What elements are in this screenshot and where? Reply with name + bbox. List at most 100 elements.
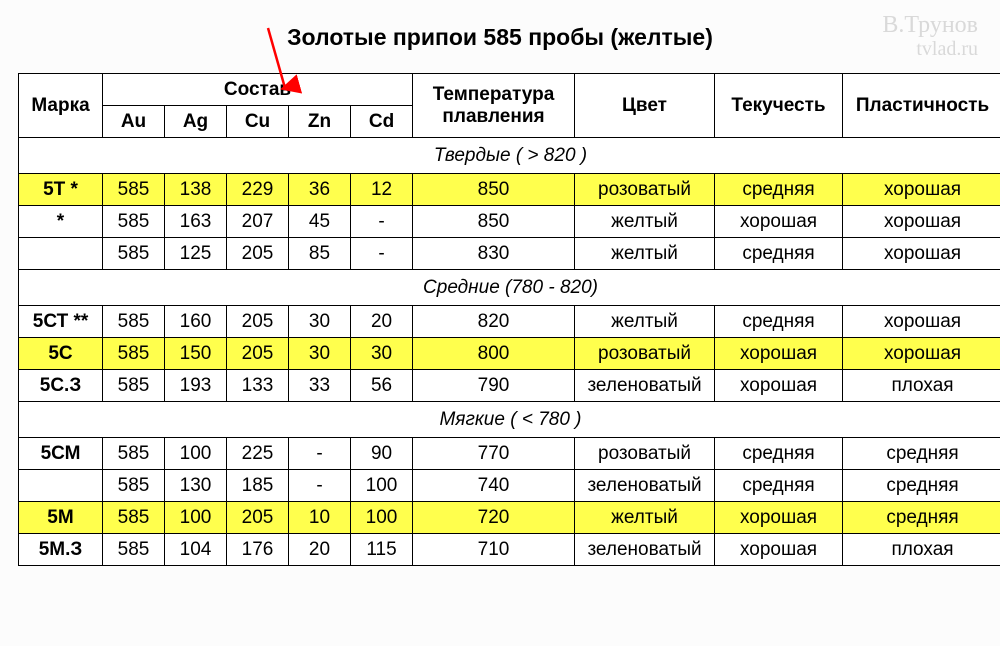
cell-cu: 185 [227,470,289,502]
table-row: * 585 163 207 45 - 850 желтый хорошая хо… [19,206,1000,238]
cell-au: 585 [103,370,165,402]
col-composition: Состав [103,74,413,106]
cell-mark: 5С [19,338,103,370]
cell-ag: 104 [165,534,227,566]
cell-cd: - [351,206,413,238]
cell-cu: 205 [227,502,289,534]
cell-cd: 115 [351,534,413,566]
table-row: 585 125 205 85 - 830 желтый средняя хоро… [19,238,1000,270]
cell-zn: 10 [289,502,351,534]
cell-flow: средняя [715,438,843,470]
cell-cd: 56 [351,370,413,402]
cell-au: 585 [103,338,165,370]
cell-flow: средняя [715,470,843,502]
cell-plast: хорошая [843,206,1000,238]
header-row-1: Марка Состав Температура плавления Цвет … [19,74,1000,106]
cell-color: желтый [575,206,715,238]
cell-plast: плохая [843,370,1000,402]
cell-cu: 205 [227,306,289,338]
cell-plast: средняя [843,470,1000,502]
cell-flow: хорошая [715,338,843,370]
col-cd: Cd [351,106,413,138]
cell-mark: 5М [19,502,103,534]
cell-au: 585 [103,470,165,502]
cell-flow: хорошая [715,534,843,566]
cell-cu: 133 [227,370,289,402]
cell-mark [19,470,103,502]
cell-plast: хорошая [843,238,1000,270]
cell-ag: 138 [165,174,227,206]
cell-plast: средняя [843,438,1000,470]
cell-mark: 5СМ [19,438,103,470]
cell-plast: хорошая [843,174,1000,206]
cell-cd: 90 [351,438,413,470]
cell-color: желтый [575,306,715,338]
cell-flow: хорошая [715,502,843,534]
cell-temp: 740 [413,470,575,502]
cell-mark: * [19,206,103,238]
table-row: 585 130 185 - 100 740 зеленоватый средня… [19,470,1000,502]
cell-temp: 710 [413,534,575,566]
cell-temp: 720 [413,502,575,534]
cell-au: 585 [103,502,165,534]
section-soft: Мягкие ( < 780 ) [19,402,1000,438]
cell-temp: 770 [413,438,575,470]
cell-color: желтый [575,238,715,270]
cell-plast: хорошая [843,338,1000,370]
cell-cd: 20 [351,306,413,338]
cell-au: 585 [103,534,165,566]
cell-temp: 790 [413,370,575,402]
cell-cu: 176 [227,534,289,566]
page-title: Золотые припои 585 пробы (желтые) [18,24,982,51]
cell-ag: 130 [165,470,227,502]
cell-au: 585 [103,238,165,270]
cell-plast: плохая [843,534,1000,566]
cell-zn: 33 [289,370,351,402]
cell-ag: 100 [165,438,227,470]
cell-cu: 205 [227,338,289,370]
cell-temp: 850 [413,206,575,238]
cell-cd: - [351,238,413,270]
table-row: 5СТ ** 585 160 205 30 20 820 желтый сред… [19,306,1000,338]
col-cu: Cu [227,106,289,138]
col-flow: Текучесть [715,74,843,138]
col-color: Цвет [575,74,715,138]
cell-zn: 85 [289,238,351,270]
cell-zn: 20 [289,534,351,566]
cell-cd: 30 [351,338,413,370]
cell-mark: 5СТ ** [19,306,103,338]
cell-zn: - [289,470,351,502]
table-row: 5М 585 100 205 10 100 720 желтый хорошая… [19,502,1000,534]
cell-au: 585 [103,174,165,206]
col-ag: Ag [165,106,227,138]
cell-temp: 850 [413,174,575,206]
col-temp: Температура плавления [413,74,575,138]
cell-mark: 5С.З [19,370,103,402]
cell-plast: хорошая [843,306,1000,338]
cell-cu: 207 [227,206,289,238]
cell-mark [19,238,103,270]
cell-zn: 30 [289,306,351,338]
cell-cd: 100 [351,502,413,534]
cell-cu: 205 [227,238,289,270]
cell-temp: 820 [413,306,575,338]
cell-flow: хорошая [715,370,843,402]
cell-flow: средняя [715,306,843,338]
cell-ag: 150 [165,338,227,370]
cell-temp: 830 [413,238,575,270]
cell-mark: 5М.З [19,534,103,566]
cell-zn: 45 [289,206,351,238]
cell-au: 585 [103,206,165,238]
cell-plast: средняя [843,502,1000,534]
cell-color: розоватый [575,338,715,370]
col-mark: Марка [19,74,103,138]
cell-cd: 12 [351,174,413,206]
cell-zn: 30 [289,338,351,370]
solder-table: Марка Состав Температура плавления Цвет … [18,73,1000,566]
cell-cu: 229 [227,174,289,206]
cell-color: зеленоватый [575,534,715,566]
section-hard: Твердые ( > 820 ) [19,138,1000,174]
cell-flow: средняя [715,174,843,206]
cell-ag: 100 [165,502,227,534]
col-plast: Пластичность [843,74,1000,138]
